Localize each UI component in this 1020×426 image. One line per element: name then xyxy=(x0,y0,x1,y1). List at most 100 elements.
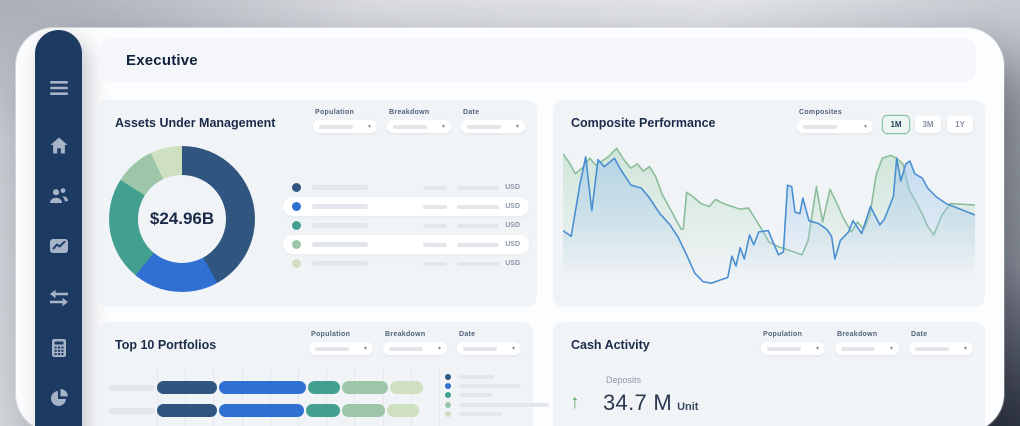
legend-dot xyxy=(445,401,451,408)
legend-label-placeholder xyxy=(312,242,368,247)
gridline xyxy=(157,368,158,426)
gridline xyxy=(241,368,243,426)
portfolios-legend-row[interactable] xyxy=(445,372,549,381)
filter-select-date[interactable]: ▾ xyxy=(461,120,525,133)
portfolios-legend-row[interactable] xyxy=(445,381,549,390)
select-placeholder-bar xyxy=(841,346,875,351)
allocation-pie-icon[interactable] xyxy=(49,388,69,408)
legend-value-placeholder xyxy=(423,185,448,190)
legend-dot xyxy=(292,240,301,249)
arrow-up-icon: ↑ xyxy=(570,392,580,413)
filter-select-date[interactable]: ▾ xyxy=(909,342,973,355)
chevron-down-icon: ▾ xyxy=(367,123,371,130)
bar-segment xyxy=(307,381,340,394)
portfolios-filters: Population ▾ Breakdown ▾ Date ▾ xyxy=(309,331,521,355)
legend-dot xyxy=(445,383,451,390)
bar-segment xyxy=(306,404,340,417)
card-composite-performance: Composite Performance Composites ▾ 1M 3M 1… xyxy=(553,100,985,307)
select-placeholder-bar xyxy=(767,346,801,351)
legend-label-placeholder xyxy=(312,185,368,190)
portfolio-row-label-placeholder xyxy=(109,408,155,414)
currency-label: USD xyxy=(505,222,520,229)
select-placeholder-bar xyxy=(467,124,501,129)
gridline xyxy=(298,368,299,426)
deposits-value-row: 34.7 M Unit xyxy=(603,390,698,416)
filter-select-breakdown[interactable]: ▾ xyxy=(383,342,447,355)
filter-group-breakdown: Breakdown ▾ xyxy=(835,331,899,355)
range-button-1m[interactable]: 1M xyxy=(883,116,909,133)
filter-select-population[interactable]: ▾ xyxy=(309,342,373,355)
legend-dot xyxy=(292,202,301,211)
filter-select-population[interactable]: ▾ xyxy=(313,120,377,133)
gridline xyxy=(326,368,328,426)
chevron-down-icon: ▾ xyxy=(363,345,367,352)
gridline xyxy=(354,368,356,426)
card-title: Composite Performance xyxy=(571,116,716,130)
bar-segment xyxy=(157,381,218,394)
legend-value-placeholder xyxy=(423,261,448,266)
performance-chart-icon[interactable] xyxy=(49,236,69,256)
portfolios-legend-row[interactable] xyxy=(445,410,549,419)
aum-legend-row[interactable]: USD xyxy=(283,254,529,273)
filter-select-breakdown[interactable]: ▾ xyxy=(387,120,451,133)
bar-segment xyxy=(341,381,388,394)
currency-label: USD xyxy=(505,203,520,210)
deposits-label: Deposits xyxy=(606,375,642,385)
filter-group-composites: Composites ▾ xyxy=(797,109,873,133)
aum-legend-row[interactable]: USD xyxy=(283,178,529,197)
menu-icon[interactable] xyxy=(49,78,69,98)
clients-icon[interactable] xyxy=(49,186,69,206)
portfolios-legend-row[interactable] xyxy=(445,400,549,409)
bar-segment xyxy=(341,404,385,417)
calculator-icon[interactable] xyxy=(49,338,69,358)
legend-amount-placeholder xyxy=(457,185,500,190)
aum-legend-row[interactable]: USD xyxy=(283,235,529,254)
filter-label: Breakdown xyxy=(837,331,878,338)
filter-label: Date xyxy=(459,331,476,338)
portfolios-legend-row[interactable] xyxy=(445,391,549,400)
filter-select-date[interactable]: ▾ xyxy=(457,342,521,355)
legend-label-placeholder xyxy=(312,223,368,228)
filter-group-breakdown: Breakdown ▾ xyxy=(387,109,451,133)
legend-label-placeholder xyxy=(312,204,368,209)
gridline xyxy=(410,368,412,426)
filter-select-breakdown[interactable]: ▾ xyxy=(835,342,899,355)
legend-dot xyxy=(445,411,451,418)
filter-select-population[interactable]: ▾ xyxy=(761,342,825,355)
chevron-down-icon: ▾ xyxy=(511,345,515,352)
filter-label: Population xyxy=(763,331,803,338)
legend-value-placeholder xyxy=(423,223,448,228)
sidebar xyxy=(35,30,82,426)
portfolio-bar-row xyxy=(157,404,439,417)
transfers-icon[interactable] xyxy=(49,288,69,308)
deposits-unit: Unit xyxy=(677,401,699,413)
card-cash-activity: Cash Activity Population ▾ Breakdown ▾ Date ▾… xyxy=(553,322,985,426)
chevron-down-icon: ▾ xyxy=(815,345,819,352)
home-icon[interactable] xyxy=(49,136,69,156)
range-button-3m[interactable]: 3M xyxy=(915,116,941,133)
chevron-down-icon: ▾ xyxy=(963,345,967,352)
select-placeholder-bar xyxy=(463,346,497,351)
range-button-1y[interactable]: 1Y xyxy=(947,116,973,133)
select-placeholder-bar xyxy=(319,124,353,129)
legend-value-placeholder xyxy=(423,204,448,209)
filter-group-date: Date ▾ xyxy=(457,331,521,355)
select-placeholder-bar xyxy=(803,124,837,129)
currency-label: USD xyxy=(505,260,520,267)
page-header: Executive xyxy=(100,38,976,82)
aum-legend-row[interactable]: USD xyxy=(283,197,529,216)
aum-legend-row[interactable]: USD xyxy=(283,216,529,235)
legend-label-placeholder xyxy=(459,374,494,379)
legend-amount-placeholder xyxy=(457,223,500,228)
legend-label-placeholder xyxy=(459,393,492,398)
card-title: Top 10 Portfolios xyxy=(115,338,217,352)
gridline xyxy=(185,368,187,426)
legend-amount-placeholder xyxy=(457,242,500,247)
legend-label-placeholder xyxy=(459,412,502,417)
composites-select[interactable]: ▾ xyxy=(797,120,873,133)
filter-label: Population xyxy=(315,109,355,116)
filter-group-population: Population ▾ xyxy=(309,331,373,355)
filter-group-breakdown: Breakdown ▾ xyxy=(383,331,447,355)
legend-dot xyxy=(445,392,451,399)
composite-green-line xyxy=(563,147,975,256)
